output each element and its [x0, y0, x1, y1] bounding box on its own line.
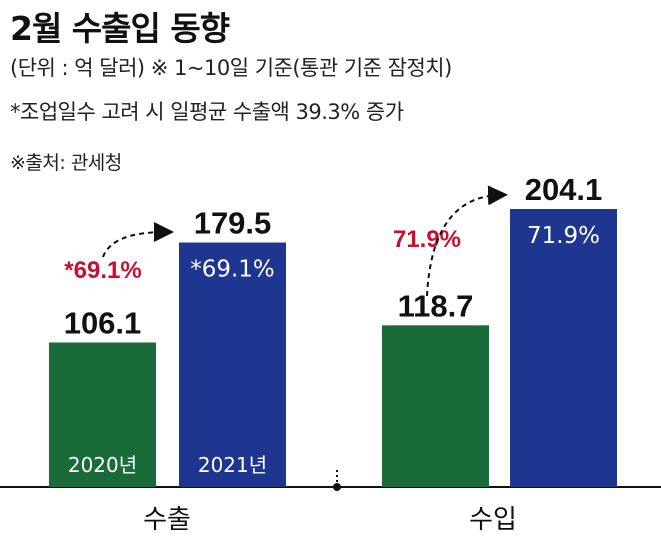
bar-수출-2020년	[49, 342, 156, 487]
unit-note: (단위 : 억 달러) ※ 1~10일 기준(통관 기준 잠정치)	[10, 56, 452, 80]
growth-inside-label: 71.9%	[527, 223, 600, 249]
value-label: 204.1	[525, 172, 603, 207]
source-note: ※출처: 관세청	[10, 152, 122, 174]
series-label: 2020년	[68, 453, 137, 477]
growth-inside-label: *69.1%	[190, 257, 275, 283]
bar-수입-2020년	[382, 325, 489, 487]
value-label: 179.5	[194, 206, 272, 241]
growth-label: *69.1%	[64, 257, 141, 284]
category-label: 수출	[143, 505, 191, 535]
page-title: 2월 수출입 동향	[10, 9, 230, 48]
growth-arrow	[102, 222, 174, 258]
value-label: 118.7	[398, 288, 474, 323]
growth-arrow	[426, 185, 508, 297]
value-label: 106.1	[64, 305, 142, 340]
bar-수입-2021년	[510, 209, 617, 487]
series-label: 2021년	[198, 453, 267, 477]
bar-수출-2021년	[179, 242, 286, 487]
category-label: 수입	[469, 505, 517, 535]
workday-note: *조업일수 고려 시 일평균 수출액 39.3% 증가	[10, 100, 404, 124]
separator-dot	[333, 483, 341, 491]
growth-label: 71.9%	[393, 226, 461, 253]
